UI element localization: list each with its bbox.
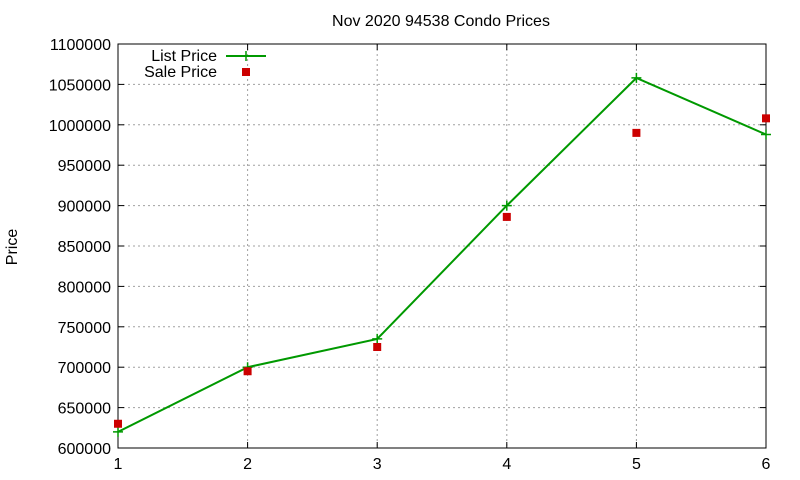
- y-tick-label: 900000: [58, 199, 111, 216]
- y-tick-label: 1100000: [50, 37, 111, 54]
- x-axis-ticks: 1 2 3 4 5 6: [114, 44, 771, 473]
- y-tick-label: 1050000: [49, 77, 111, 94]
- legend-label-sale-price: Sale Price: [144, 64, 217, 81]
- list-price-point: [113, 426, 123, 437]
- legend-marker-list-price: [241, 51, 251, 61]
- series: [113, 72, 771, 437]
- y-tick-label: 950000: [58, 158, 111, 175]
- sale-price-point: [502, 212, 511, 221]
- sale-price-point: [632, 128, 641, 137]
- y-tick-label: 800000: [58, 279, 111, 296]
- y-axis-label: Price: [4, 229, 21, 266]
- x-tick-label: 6: [762, 456, 771, 473]
- y-tick-label: 600000: [58, 441, 111, 458]
- y-tick-label: 700000: [58, 360, 111, 377]
- sale-price-point: [762, 114, 770, 123]
- y-tick-label: 650000: [58, 401, 111, 418]
- sale-price-point: [114, 419, 122, 428]
- sale-price-point: [373, 343, 382, 351]
- y-tick-label: 850000: [58, 239, 111, 256]
- x-tick-label: 2: [243, 456, 252, 473]
- x-tick-label: 3: [373, 456, 382, 473]
- legend-marker-sale-price: [242, 68, 250, 76]
- list-price-line: [117, 76, 767, 433]
- y-tick-label: 1000000: [49, 118, 111, 135]
- x-tick-label: 5: [632, 456, 641, 473]
- x-tick-label: 1: [114, 456, 123, 473]
- y-tick-label: 750000: [58, 320, 111, 337]
- list-price-point: [761, 129, 771, 140]
- sale-price-point: [243, 367, 252, 376]
- grid: [118, 44, 766, 448]
- list-price-point: [372, 333, 383, 344]
- list-price-point: [501, 200, 512, 211]
- list-price-point: [631, 72, 642, 83]
- y-axis-ticks: 600000 650000 700000 750000 800000 850000 9000…: [49, 37, 766, 458]
- plot-frame: [117, 43, 767, 449]
- chart-title: Nov 2020 94538 Condo Prices: [332, 13, 550, 30]
- x-tick-label: 4: [502, 456, 511, 473]
- legend-label-list-price: List Price: [151, 48, 217, 65]
